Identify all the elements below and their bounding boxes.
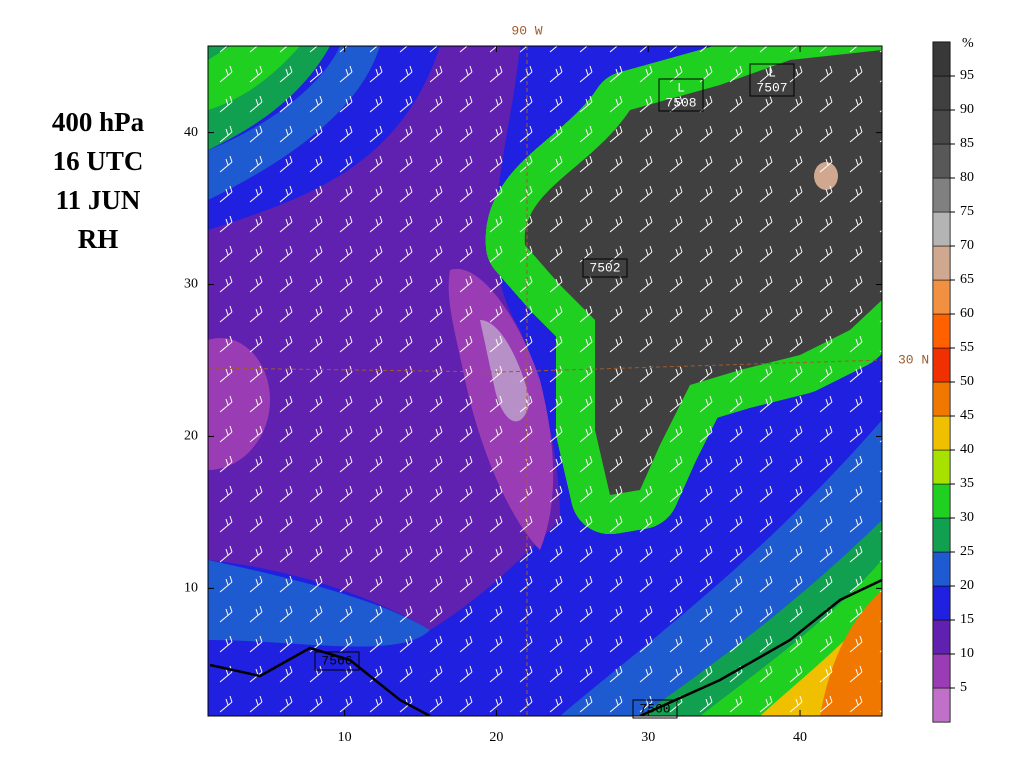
meridian-label: 90 W: [511, 23, 542, 38]
colorbar-box: [932, 41, 951, 77]
colorbar-box: [932, 551, 951, 587]
title-line: 11 JUN: [56, 185, 141, 215]
colorbar-box: [932, 687, 951, 723]
colorbar-label: 5: [960, 680, 967, 695]
colorbar-box: [932, 347, 951, 383]
y-tick-label: 10: [184, 581, 198, 596]
colorbar-label: 80: [960, 170, 974, 185]
colorbar-label: 85: [960, 136, 974, 151]
low-symbol: L: [677, 80, 685, 95]
colorbar-label: 70: [960, 238, 974, 253]
colorbar-label: 75: [960, 204, 974, 219]
height-label: 7502: [589, 260, 620, 275]
rh-field: [208, 46, 882, 716]
colorbar-label: 30: [960, 510, 974, 525]
parallel-label: 30 N: [898, 352, 929, 367]
colorbar-box: [932, 619, 951, 655]
colorbar-label: 40: [960, 442, 974, 457]
colorbar-label: 35: [960, 476, 974, 491]
y-tick-label: 30: [184, 277, 198, 292]
colorbar-label: 65: [960, 272, 974, 287]
colorbar-label: 95: [960, 68, 974, 83]
colorbar-box: [932, 313, 951, 349]
colorbar-box: [932, 381, 951, 417]
x-tick-label: 40: [793, 730, 807, 745]
colorbar-box: [932, 585, 951, 621]
y-tick-label: 40: [184, 125, 198, 140]
height-box: [314, 651, 360, 671]
colorbar-box: [932, 449, 951, 485]
low-box: [658, 78, 704, 112]
height-box: [582, 258, 628, 278]
colorbar-label: 90: [960, 102, 974, 117]
colorbar-box: [932, 415, 951, 451]
x-tick-label: 30: [641, 730, 655, 745]
colorbar-box: [932, 279, 951, 315]
colorbar-unit: %: [962, 36, 974, 51]
low-value: 7508: [665, 95, 696, 110]
colorbar-label: 25: [960, 544, 974, 559]
low-value: 7507: [756, 80, 787, 95]
x-tick-label: 20: [489, 730, 503, 745]
title-line: RH: [78, 224, 119, 254]
y-tick-label: 20: [184, 429, 198, 444]
low-symbol: L: [768, 65, 776, 80]
title-line: 16 UTC: [53, 146, 144, 176]
colorbar-label: 10: [960, 646, 974, 661]
colorbar-label: 20: [960, 578, 974, 593]
colorbar-label: 60: [960, 306, 974, 321]
colorbar-box: [932, 109, 951, 145]
colorbar-box: [932, 143, 951, 179]
colorbar-box: [932, 245, 951, 281]
colorbar-label: 45: [960, 408, 974, 423]
colorbar-box: [932, 177, 951, 213]
x-tick-label: 10: [338, 730, 352, 745]
height-label: 7560: [639, 701, 670, 716]
colorbar-box: [932, 653, 951, 689]
colorbar-box: [932, 483, 951, 519]
colorbar-box: [932, 211, 951, 247]
title-line: 400 hPa: [52, 107, 145, 137]
plot-frame: [207, 45, 883, 717]
height-box: [632, 699, 678, 719]
colorbar-label: 55: [960, 340, 974, 355]
colorbar-label: 50: [960, 374, 974, 389]
colorbar-box: [932, 517, 951, 553]
colorbar-box: [932, 75, 951, 111]
colorbar-label: 15: [960, 612, 974, 627]
height-label: 7566: [321, 653, 352, 668]
low-box: [749, 63, 795, 97]
